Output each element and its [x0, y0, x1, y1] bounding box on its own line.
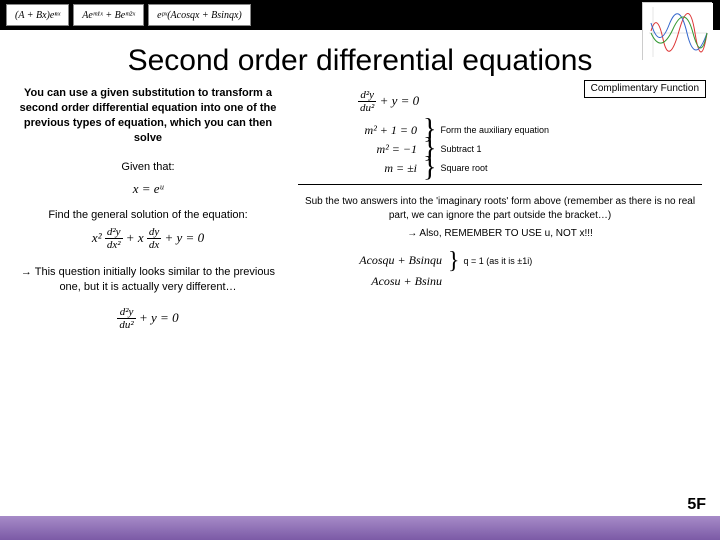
work-row-2: m² = −1 } Subtract 1 — [298, 141, 702, 158]
footer-bar — [0, 516, 720, 540]
comp-func-label: Complimentary Function — [591, 83, 699, 94]
complimentary-function-box: Complimentary Function — [584, 80, 706, 98]
formula-box-1: (A + Bx)eⁿˣ — [6, 4, 69, 26]
formula-box-2: Aeᵐ¹ˣ + Beᵐ²ˣ — [73, 4, 144, 26]
right-column: Complimentary Function d²ydu² + y = 0 m²… — [298, 86, 702, 335]
brace-icon: } — [423, 160, 436, 177]
equation-transformed: d²ydu² + y = 0 — [18, 307, 278, 331]
formula-box-3: eᵖˣ(Acosqx + Bsinqx) — [148, 4, 251, 26]
sub1-label: Subtract 1 — [440, 144, 481, 155]
divider — [298, 184, 702, 185]
page-title: Second order differential equations — [0, 44, 720, 78]
aux-label: Form the auxiliary equation — [440, 125, 549, 136]
aux-eq: m² + 1 = 0 — [298, 123, 423, 138]
q-label: q = 1 (as it is ±1i) — [464, 256, 533, 267]
thumbnail-chart — [642, 2, 712, 60]
root-eq: m = ±i — [298, 161, 423, 176]
root-label: Square root — [440, 163, 487, 174]
remember-note: → Also, REMEMBER TO USE u, NOT x!!! — [298, 228, 702, 239]
answer-row-2: Acosu + Bsinu — [298, 274, 702, 289]
main-content: You can use a given substitution to tran… — [0, 86, 720, 335]
left-column: You can use a given substitution to tran… — [18, 86, 278, 335]
answer-u: Acosu + Bsinu — [298, 274, 448, 289]
work-row-1: m² + 1 = 0 } Form the auxiliary equation — [298, 122, 702, 139]
work-row-3: m = ±i } Square root — [298, 160, 702, 177]
answer-row-1: Acosqu + Bsinqu } q = 1 (as it is ±1i) — [298, 253, 702, 268]
arrow-note: → This question initially looks similar … — [18, 265, 278, 295]
equation-main: x² d²ydx² + x dydx + y = 0 — [18, 227, 278, 251]
given-label: Given that: — [18, 161, 278, 173]
sub1-eq: m² = −1 — [298, 142, 423, 157]
section-label: 5F — [687, 496, 706, 514]
intro-text: You can use a given substitution to tran… — [18, 86, 278, 145]
find-label: Find the general solution of the equatio… — [18, 209, 278, 221]
equation-substitution: x = eᵘ — [18, 181, 278, 197]
answer-qu: Acosqu + Bsinqu — [298, 253, 448, 268]
top-formula-strip: (A + Bx)eⁿˣ Aeᵐ¹ˣ + Beᵐ²ˣ eᵖˣ(Acosqx + B… — [0, 0, 720, 30]
brace-icon: } — [448, 254, 460, 268]
sub-note: Sub the two answers into the 'imaginary … — [298, 195, 702, 222]
